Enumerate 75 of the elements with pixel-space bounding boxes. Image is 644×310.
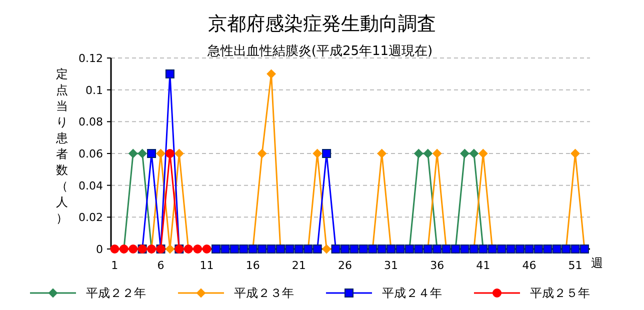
point	[165, 244, 174, 254]
title: 京都府感染症発生動向調査	[208, 13, 436, 35]
y-tick-label: 0.04	[78, 179, 103, 192]
point	[294, 244, 304, 254]
point	[147, 149, 156, 158]
point	[570, 244, 580, 254]
point	[110, 244, 120, 254]
point	[156, 149, 166, 158]
point	[377, 149, 386, 158]
point	[193, 244, 202, 254]
point	[432, 149, 442, 158]
point	[534, 244, 543, 254]
point	[212, 244, 221, 254]
point	[552, 244, 562, 254]
point	[350, 244, 359, 254]
point	[138, 149, 147, 158]
point	[478, 149, 488, 158]
point	[239, 244, 248, 254]
point	[396, 244, 405, 254]
point	[174, 149, 184, 158]
point	[258, 149, 267, 158]
ylabel: 定点当り患者数（人）	[56, 67, 68, 225]
point	[266, 244, 276, 254]
point	[312, 149, 322, 158]
legend-label: 平成２５年	[530, 286, 590, 300]
point	[469, 149, 478, 158]
y-tick-label: 0.08	[78, 116, 103, 129]
point	[570, 149, 580, 158]
point	[358, 244, 368, 254]
point	[285, 244, 294, 254]
y-tick-label: 0.02	[78, 211, 103, 224]
point	[543, 244, 552, 254]
legend-label: 平成２４年	[382, 286, 442, 300]
point	[322, 149, 332, 158]
y-tick-label: 0.06	[78, 148, 103, 160]
point	[460, 149, 470, 158]
xlabel: 週	[591, 256, 603, 270]
x-tick-label: 11	[200, 259, 214, 272]
x-tick-label: 16	[246, 259, 260, 272]
subtitle: 急性出血性結膜炎(平成25年11週現在)	[207, 44, 433, 59]
x-tick-label: 41	[476, 259, 490, 272]
legend-label: 平成２２年	[86, 286, 146, 300]
x-tick-label: 21	[292, 259, 306, 272]
point	[312, 244, 322, 254]
point	[230, 244, 239, 254]
point	[423, 149, 432, 158]
point	[220, 244, 230, 254]
y-tick-label: 0.1	[86, 84, 103, 97]
point	[497, 244, 506, 254]
point	[340, 244, 350, 254]
point	[515, 244, 524, 254]
point	[165, 69, 174, 78]
x-tick-label: 6	[157, 259, 164, 272]
x-tick-label: 36	[430, 259, 444, 272]
point	[258, 244, 267, 254]
x-tick-label: 26	[338, 259, 352, 272]
point	[414, 244, 424, 254]
x-tick-label: 51	[568, 259, 582, 272]
point	[266, 69, 276, 78]
point	[414, 149, 424, 158]
x-tick-label: 31	[384, 259, 398, 272]
y-tick-label: 0	[96, 243, 103, 256]
y-tick-label: 0.12	[78, 52, 103, 65]
point	[202, 244, 212, 254]
point	[506, 244, 516, 254]
point	[460, 244, 470, 254]
point	[377, 244, 386, 254]
x-tick-label: 1	[111, 259, 118, 272]
point	[128, 244, 138, 254]
point	[524, 244, 534, 254]
point	[165, 149, 174, 158]
x-tick-label: 46	[522, 259, 536, 272]
point	[322, 244, 332, 254]
point	[128, 149, 138, 158]
legend-label: 平成２３年	[234, 286, 294, 300]
